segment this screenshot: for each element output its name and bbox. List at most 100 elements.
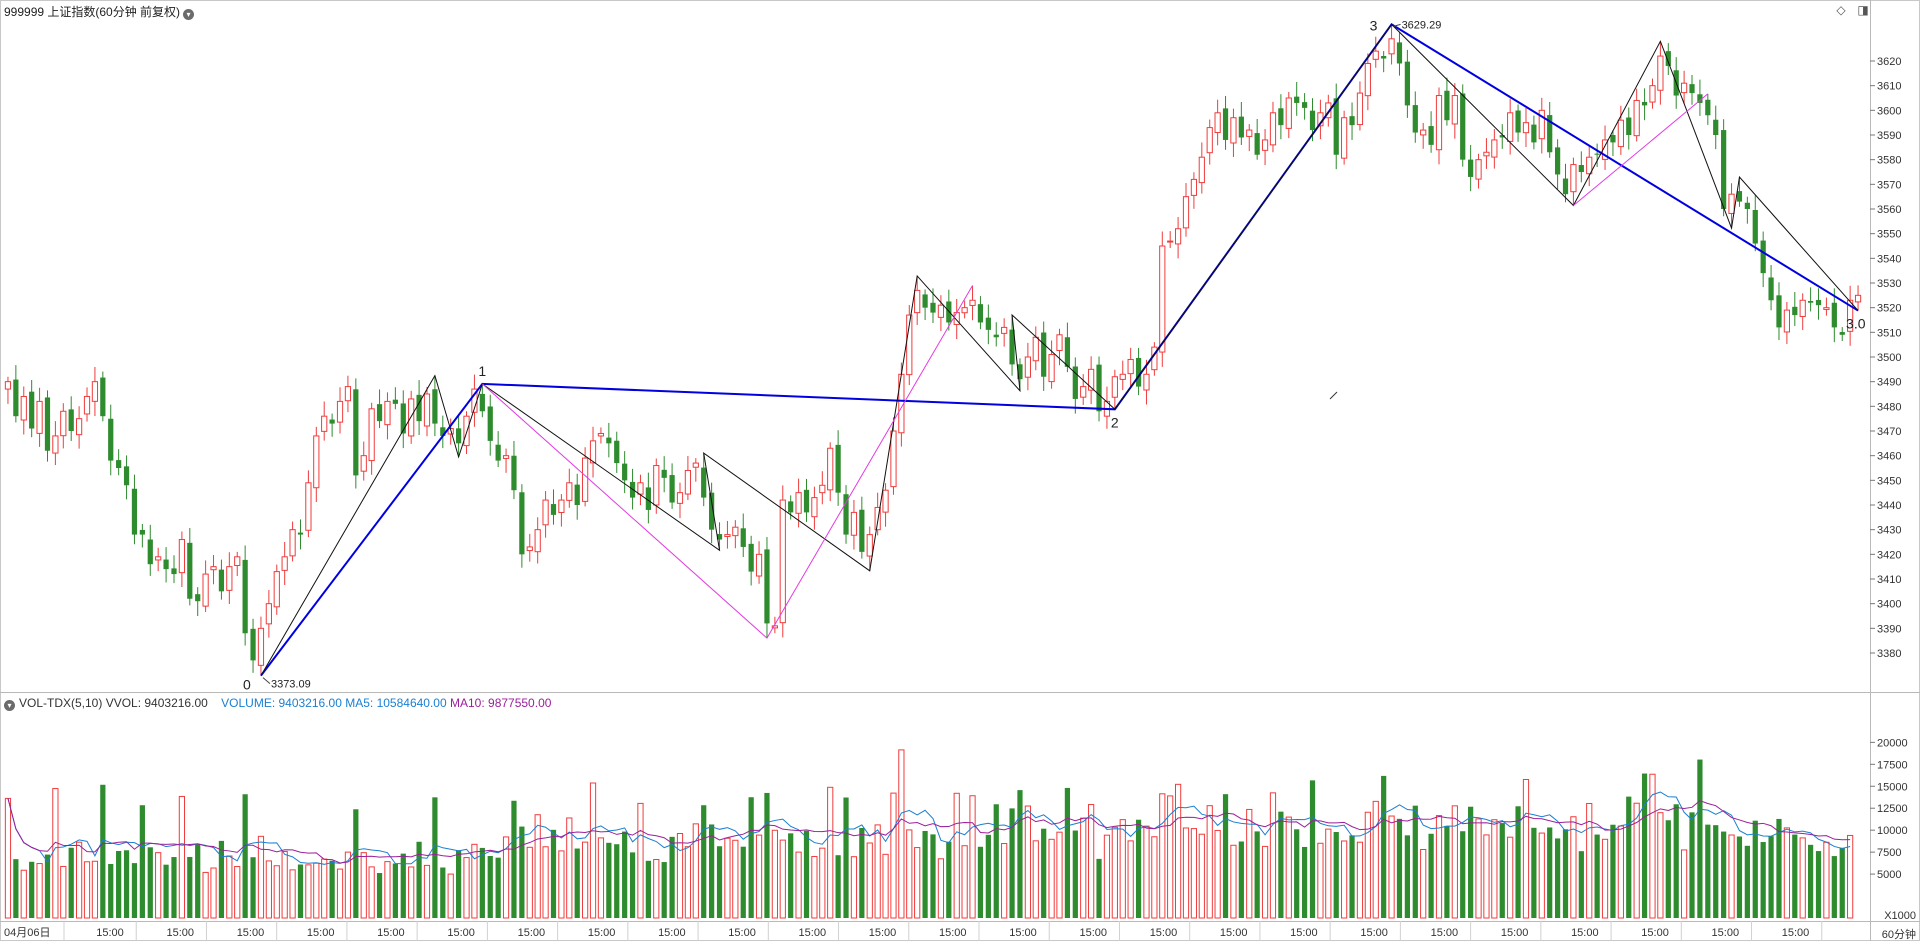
volume-bar-up: [1056, 831, 1063, 919]
volume-bar-up: [368, 866, 375, 919]
time-label: 15:00: [1360, 927, 1388, 939]
volume-bar-up: [463, 857, 470, 919]
price-tick-label: 3590: [1877, 130, 1901, 142]
candle-body-down: [1294, 96, 1300, 103]
candle-body-up: [210, 566, 217, 571]
volume-bar-down: [645, 860, 651, 918]
candle-body-down: [519, 492, 525, 555]
volume-bar-up: [1151, 836, 1158, 919]
candle-body-down: [1499, 135, 1505, 138]
volume-bar-down: [748, 797, 754, 918]
candle-body-up: [1522, 122, 1530, 134]
candle-body-down: [1396, 42, 1403, 64]
volume-bar-down: [440, 867, 446, 918]
candle-body-down: [803, 489, 810, 513]
candle-body-down: [661, 469, 667, 478]
period-label[interactable]: 60分钟: [1881, 929, 1916, 941]
title-menu-icon[interactable]: ▾: [183, 9, 195, 20]
volume-bar-down: [930, 834, 936, 918]
volume-bar-up: [20, 869, 27, 919]
price-tick-label: 3430: [1877, 525, 1901, 537]
price-tick-label: 3620: [1877, 56, 1901, 68]
volume-bar-down: [843, 797, 849, 918]
candle-body-up: [811, 497, 818, 518]
candle-body-down: [574, 484, 580, 505]
volume-bar-up: [1617, 825, 1624, 919]
time-label: 15:00: [166, 927, 194, 939]
candle-body-up: [1364, 62, 1371, 97]
candle-body-down: [1807, 301, 1814, 303]
volume-bar-down: [1096, 858, 1102, 918]
candle-body-down: [622, 463, 628, 481]
candle-body-up: [83, 395, 91, 415]
candle-body-up: [384, 400, 391, 426]
volume-bar-up: [1435, 815, 1443, 919]
volume-bar-down: [329, 860, 335, 918]
time-label: 15:00: [1290, 927, 1318, 939]
volume-bar-up: [1285, 816, 1292, 919]
price-tick-label: 3400: [1877, 599, 1901, 611]
volume-bar-up: [582, 841, 589, 919]
volume-bar-down: [1396, 818, 1403, 918]
volume-menu-icon[interactable]: ▾: [4, 700, 15, 711]
volume-bar-down: [195, 844, 201, 918]
candle-body-up: [779, 499, 786, 624]
volume-bar-down: [629, 852, 636, 918]
wave-label-1: 1: [478, 363, 486, 379]
time-label: 15:00: [1009, 927, 1037, 939]
candle-body-down: [1547, 115, 1553, 153]
candle-body-down: [1760, 240, 1766, 274]
volume-bar-down: [242, 794, 248, 918]
volume-bar-up: [653, 859, 660, 919]
candle-body-down: [740, 528, 746, 547]
volume-bar-up: [1483, 834, 1490, 919]
candle-body-down: [843, 494, 849, 535]
candle-body-up: [178, 539, 186, 574]
volume-bar-up: [1356, 841, 1364, 919]
candle-body-down: [44, 397, 51, 451]
volume-bar-up: [953, 792, 960, 919]
volume-bar-up: [423, 864, 431, 919]
time-label: 15:00: [237, 927, 265, 939]
volume-bar-up: [360, 852, 367, 919]
candle-body-down: [993, 334, 999, 338]
volume-bar-down: [669, 836, 675, 918]
volume-tick-label: 15000: [1877, 781, 1908, 793]
diamond-icon[interactable]: ◇: [1836, 3, 1846, 17]
candle-body-up: [819, 484, 826, 494]
volume-bar-down: [139, 805, 145, 918]
candle-body-up: [1111, 376, 1118, 398]
candle-body-down: [1713, 119, 1719, 135]
volume-bar-down: [250, 857, 256, 918]
volume-bar-down: [1815, 851, 1822, 918]
time-label: 15:00: [728, 927, 756, 939]
volume-header: ▾ VOL-TDX(5,10) VVOL: 9403216.00 VOLUME: …: [4, 696, 551, 711]
candle-body-up: [321, 415, 328, 432]
volume-bar-up: [526, 846, 533, 919]
time-label: 15:00: [1079, 927, 1107, 939]
candle-body-down: [1689, 84, 1695, 94]
candles: [4, 24, 1862, 676]
candle-body-up: [289, 529, 296, 557]
volume-bar-up: [1103, 834, 1111, 919]
volume-bar-down: [187, 856, 193, 918]
volume-bar-up: [502, 836, 510, 919]
volume-bar-up: [534, 814, 541, 919]
chart-title: 999999 上证指数(60分钟 前复权) ▾: [4, 3, 195, 20]
volume-bar-up: [1799, 837, 1806, 919]
volume-bar-down: [487, 855, 493, 918]
candle-body-down: [1515, 110, 1521, 133]
volume-bar-down: [788, 833, 794, 918]
candle-body-up: [463, 415, 470, 447]
panel-toggle-icon[interactable]: ◨: [1857, 3, 1869, 17]
volume-bar-up: [76, 841, 83, 919]
candle-body-down: [1752, 209, 1758, 244]
ma10-value: MA10: 9877550.00: [450, 696, 552, 710]
volume-bar-down: [550, 829, 557, 918]
candle-body-down: [1697, 94, 1703, 103]
volume-bar-up: [827, 786, 834, 919]
candle-body-down: [218, 569, 225, 592]
time-label: 15:00: [447, 927, 475, 939]
volume-value: VOLUME: 9403216.00: [221, 696, 342, 710]
volume-bar-down: [1041, 828, 1047, 918]
